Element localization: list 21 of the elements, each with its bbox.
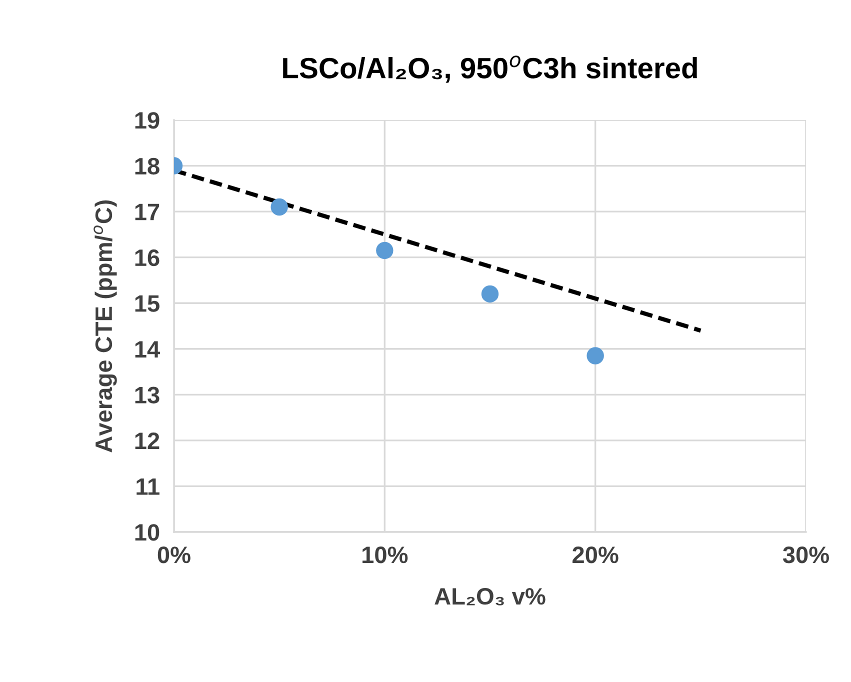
x-tick-label: 20% bbox=[572, 546, 618, 564]
y-tick-label: 11 bbox=[136, 478, 160, 495]
y-tick-label: 19 bbox=[135, 112, 160, 129]
point bbox=[481, 285, 499, 303]
point bbox=[376, 242, 394, 260]
chart-title: LSCo/Al₂O₃, 950$^{o}$C3h sintered bbox=[283, 56, 697, 83]
y-tick-label: 12 bbox=[135, 432, 160, 449]
y-tick-label: 10 bbox=[135, 524, 160, 541]
y-tick-label: 14 bbox=[135, 341, 160, 358]
x-tick-label: 10% bbox=[362, 546, 408, 564]
y-tick-label: 16 bbox=[135, 249, 160, 266]
y-tick-label: 13 bbox=[135, 386, 160, 404]
point bbox=[270, 198, 288, 216]
x-axis-title: AL₂O₃ v% bbox=[434, 588, 546, 606]
point bbox=[586, 347, 604, 364]
y-tick-label: 15 bbox=[135, 295, 160, 312]
x-tick-label: 30% bbox=[782, 546, 830, 564]
x-tick-label: 0% bbox=[158, 546, 190, 564]
y-tick-label: 18 bbox=[135, 158, 160, 175]
y-tick-label: 17 bbox=[135, 204, 160, 220]
y-axis-title: Average CTE (ppm/$^{o}$C) bbox=[94, 200, 117, 452]
